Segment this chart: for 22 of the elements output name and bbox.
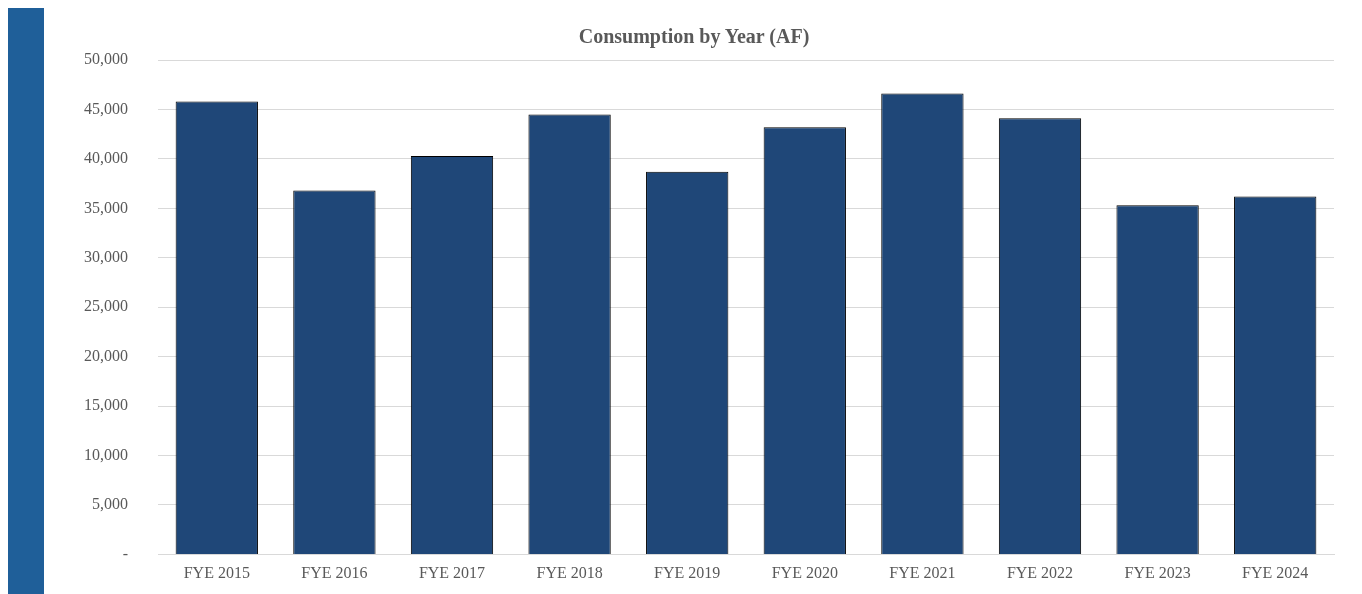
x-tick-label: FYE 2019 — [654, 564, 721, 582]
x-tick-label: FYE 2022 — [1006, 564, 1074, 582]
x-tick-label: FYE 2020 — [771, 564, 838, 582]
y-tick-label: - — [122, 544, 128, 562]
y-tick-label: 10,000 — [84, 445, 128, 463]
x-tick-label: FYE 2015 — [183, 564, 250, 582]
y-tick-label: 5,000 — [92, 495, 128, 513]
x-tick-label: FYE 2023 — [1124, 564, 1191, 582]
x-tick-label: FYE 2017 — [418, 564, 486, 582]
y-tick-label: 20,000 — [84, 346, 128, 364]
y-tick-label: 50,000 — [84, 50, 128, 68]
x-tick-label: FYE 2024 — [1242, 564, 1309, 582]
y-tick-label: 15,000 — [84, 396, 128, 414]
x-tick-label: FYE 2021 — [889, 564, 956, 582]
chart-title: Consumption by Year (AF) — [578, 25, 810, 49]
x-tick-label: FYE 2016 — [301, 564, 368, 582]
y-tick-label: 35,000 — [84, 198, 128, 216]
y-tick-label: 45,000 — [84, 99, 128, 117]
y-tick-label: 25,000 — [84, 297, 128, 315]
x-tick-label: FYE 2018 — [536, 564, 603, 582]
y-tick-label: 40,000 — [84, 149, 128, 167]
y-tick-label: 30,000 — [84, 247, 128, 265]
